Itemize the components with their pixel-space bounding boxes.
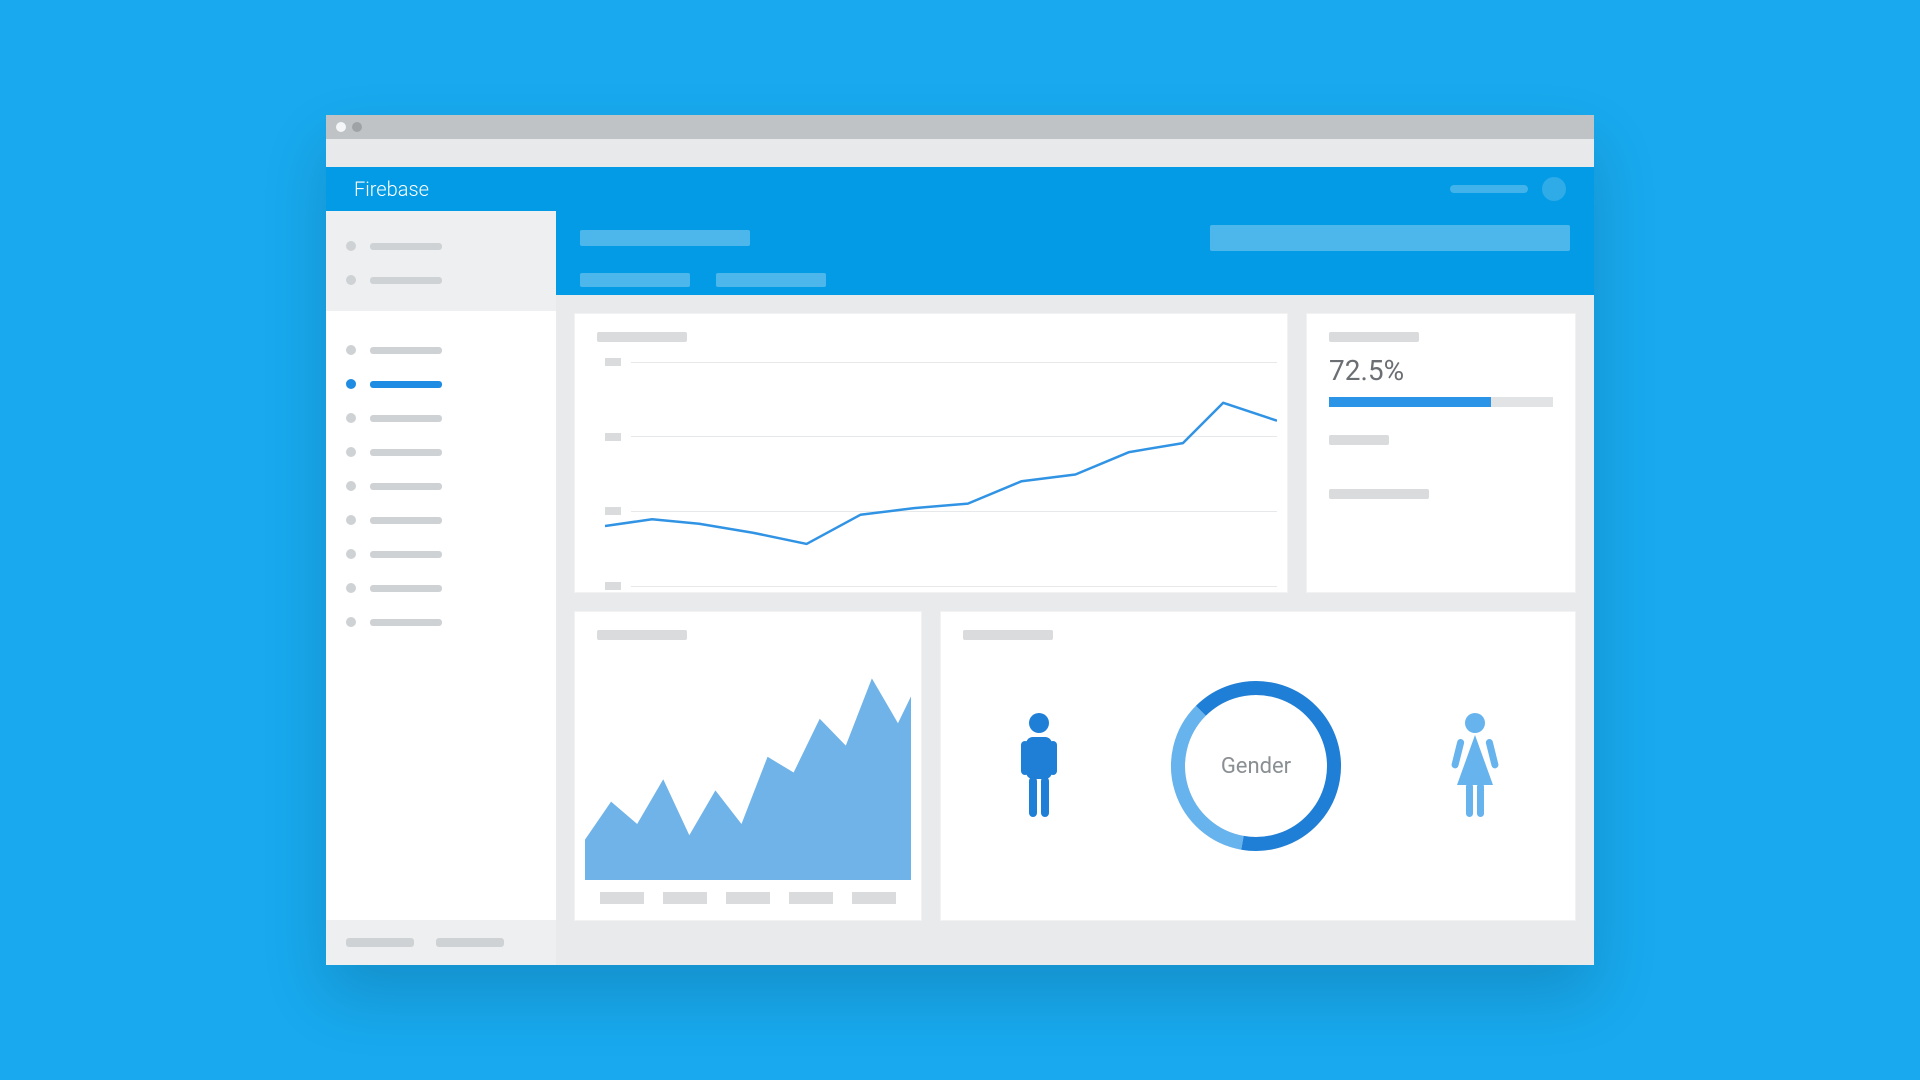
- nav-dot-icon: [346, 241, 356, 251]
- sidebar: [326, 211, 556, 965]
- legend-placeholder: [789, 892, 833, 904]
- sidebar-item[interactable]: [346, 333, 536, 367]
- browser-toolbar: [326, 139, 1594, 167]
- sidebar-item[interactable]: [346, 537, 536, 571]
- metric-sub-placeholder: [1329, 489, 1429, 499]
- female-icon: [1449, 711, 1501, 821]
- nav-label-placeholder: [370, 347, 442, 354]
- app-header-actions: [1450, 177, 1566, 201]
- legend-placeholder: [852, 892, 896, 904]
- donut-label: Gender: [1166, 676, 1346, 856]
- gender-card: Gender: [940, 611, 1576, 921]
- nav-dot-icon: [346, 481, 356, 491]
- legend-placeholder: [663, 892, 707, 904]
- sub-tabs: [580, 273, 1570, 287]
- sidebar-item[interactable]: [346, 367, 536, 401]
- dashboard-content: 72.5%: [556, 295, 1594, 965]
- sub-header: [556, 211, 1594, 295]
- card-title-placeholder: [597, 630, 687, 640]
- nav-label-placeholder: [370, 585, 442, 592]
- main-area: 72.5%: [556, 211, 1594, 965]
- nav-dot-icon: [346, 275, 356, 285]
- sidebar-item[interactable]: [346, 401, 536, 435]
- sidebar-item[interactable]: [346, 435, 536, 469]
- metric-card: 72.5%: [1306, 313, 1576, 593]
- nav-dot-icon: [346, 379, 356, 389]
- sidebar-section-top: [326, 211, 556, 311]
- nav-label-placeholder: [370, 517, 442, 524]
- page-title-placeholder: [580, 230, 750, 246]
- axis-label-placeholder: [605, 582, 621, 590]
- sidebar-item[interactable]: [346, 263, 536, 297]
- app-title: Firebase: [354, 177, 429, 201]
- line-chart-svg: [605, 358, 1277, 582]
- area-chart: [585, 656, 911, 880]
- progress-fill: [1329, 397, 1491, 407]
- nav-label-placeholder: [370, 277, 442, 284]
- sub-tab[interactable]: [716, 273, 826, 287]
- window-control-close[interactable]: [336, 122, 346, 132]
- header-action-placeholder[interactable]: [1450, 185, 1528, 193]
- sidebar-item[interactable]: [346, 469, 536, 503]
- app-header: Firebase: [326, 167, 1594, 211]
- nav-label-placeholder: [370, 415, 442, 422]
- browser-window: Firebase: [326, 115, 1594, 965]
- nav-dot-icon: [346, 583, 356, 593]
- gender-donut: Gender: [1166, 676, 1346, 856]
- nav-label-placeholder: [370, 449, 442, 456]
- page-background: Firebase: [0, 0, 1920, 1080]
- legend-placeholder: [726, 892, 770, 904]
- area-chart-legend: [575, 880, 921, 920]
- area-chart-svg: [585, 656, 911, 880]
- sidebar-item[interactable]: [346, 229, 536, 263]
- sidebar-footer-item[interactable]: [436, 938, 504, 947]
- nav-label-placeholder: [370, 619, 442, 626]
- progress-track: [1329, 397, 1553, 407]
- nav-dot-icon: [346, 549, 356, 559]
- filter-bar-placeholder[interactable]: [1210, 225, 1570, 251]
- sidebar-footer: [326, 920, 556, 965]
- nav-label-placeholder: [370, 483, 442, 490]
- window-titlebar: [326, 115, 1594, 139]
- nav-label-placeholder: [370, 381, 442, 388]
- male-icon: [1015, 711, 1063, 821]
- metric-value: 72.5%: [1329, 354, 1553, 387]
- nav-dot-icon: [346, 413, 356, 423]
- area-chart-card: [574, 611, 922, 921]
- sidebar-item[interactable]: [346, 503, 536, 537]
- nav-dot-icon: [346, 447, 356, 457]
- sidebar-footer-item[interactable]: [346, 938, 414, 947]
- nav-label-placeholder: [370, 243, 442, 250]
- sidebar-item[interactable]: [346, 571, 536, 605]
- nav-dot-icon: [346, 515, 356, 525]
- line-chart: [605, 358, 1277, 582]
- sidebar-section-main: [326, 311, 556, 920]
- nav-dot-icon: [346, 345, 356, 355]
- workspace: 72.5%: [326, 211, 1594, 965]
- window-control-min[interactable]: [352, 122, 362, 132]
- nav-dot-icon: [346, 617, 356, 627]
- line-chart-card: [574, 313, 1288, 593]
- sidebar-item[interactable]: [346, 605, 536, 639]
- sub-tab[interactable]: [580, 273, 690, 287]
- card-title-placeholder: [963, 630, 1053, 640]
- nav-label-placeholder: [370, 551, 442, 558]
- metric-sub-placeholder: [1329, 435, 1389, 445]
- card-title-placeholder: [597, 332, 687, 342]
- user-avatar[interactable]: [1542, 177, 1566, 201]
- legend-placeholder: [600, 892, 644, 904]
- metric-title-placeholder: [1329, 332, 1419, 342]
